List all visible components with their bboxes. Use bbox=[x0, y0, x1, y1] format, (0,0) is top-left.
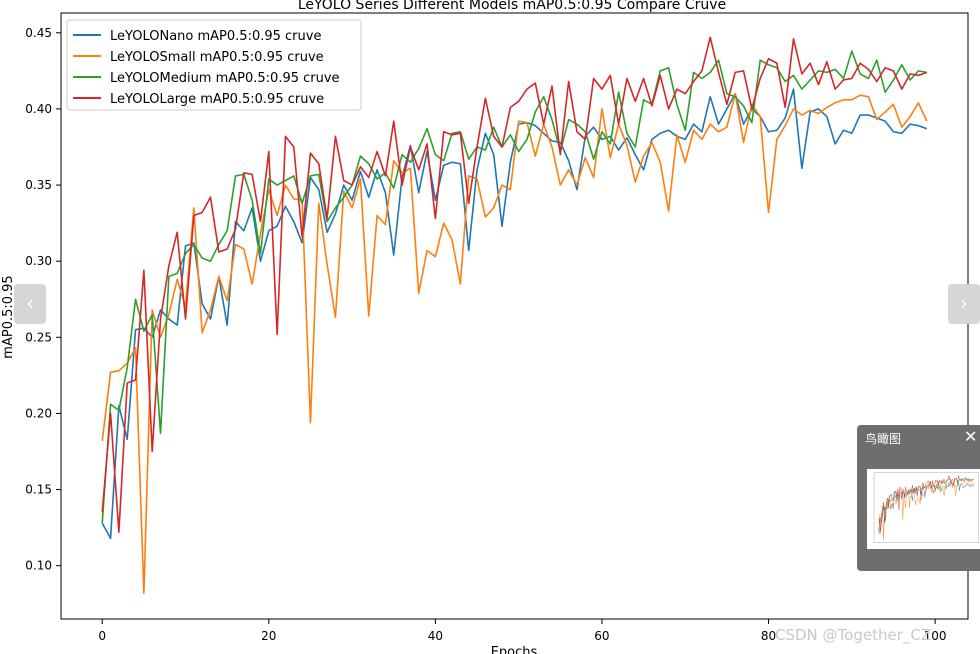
overview-thumbnail[interactable] bbox=[867, 469, 980, 549]
y-tick-label: 0.45 bbox=[25, 26, 52, 40]
x-tick-label: 100 bbox=[924, 629, 947, 643]
legend: LeYOLONano mAP0.5:0.95 cruve LeYOLOSmall … bbox=[66, 19, 362, 111]
y-axis-label: mAP0.5:0.95 bbox=[1, 275, 16, 358]
legend-entry: LeYOLOLarge mAP0.5:0.95 cruve bbox=[110, 92, 324, 107]
x-axis-ticks: 0 20 40 60 80 100 bbox=[98, 619, 947, 643]
thumb-series-line bbox=[878, 482, 975, 540]
y-tick-label: 0.10 bbox=[25, 559, 52, 573]
plot-frame bbox=[60, 12, 969, 620]
y-axis-ticks: 0.10 0.15 0.20 0.25 0.30 0.35 0.40 0.45 bbox=[25, 26, 61, 573]
legend-entry: LeYOLOMedium mAP0.5:0.95 cruve bbox=[110, 71, 340, 86]
x-tick-label: 80 bbox=[761, 629, 776, 643]
legend-entry: LeYOLONano mAP0.5:0.95 cruve bbox=[110, 29, 321, 44]
legend-entry: LeYOLOSmall mAP0.5:0.95 cruve bbox=[110, 50, 324, 65]
watermark: CSDN @Together_CZ bbox=[775, 626, 932, 644]
prev-image-button[interactable]: ‹ bbox=[14, 284, 46, 324]
thumb-series-line bbox=[878, 475, 974, 533]
legend-box bbox=[66, 19, 362, 111]
y-tick-label: 0.15 bbox=[25, 483, 52, 497]
y-tick-label: 0.25 bbox=[25, 330, 52, 344]
series-line-4 bbox=[101, 36, 928, 534]
y-tick-label: 0.30 bbox=[25, 254, 52, 268]
overview-thumbnail-chart bbox=[873, 472, 979, 543]
x-axis-label: Epochs bbox=[491, 645, 538, 654]
y-tick-label: 0.20 bbox=[25, 406, 52, 420]
x-tick-label: 0 bbox=[98, 629, 106, 643]
series-line-2 bbox=[101, 92, 928, 594]
y-tick-label: 0.35 bbox=[25, 178, 52, 192]
x-tick-label: 60 bbox=[594, 629, 609, 643]
x-tick-label: 20 bbox=[261, 629, 276, 643]
series-layer bbox=[101, 36, 928, 594]
y-tick-label: 0.40 bbox=[25, 102, 52, 116]
x-tick-label: 40 bbox=[428, 629, 443, 643]
next-image-button[interactable]: › bbox=[948, 284, 980, 324]
overview-panel: 鸟瞰图 ✕ bbox=[857, 425, 980, 571]
chart-title: LeYOLO Series Different Models mAP0.5:0.… bbox=[298, 0, 726, 13]
overview-title: 鸟瞰图 bbox=[865, 432, 902, 446]
close-icon[interactable]: ✕ bbox=[964, 427, 978, 446]
